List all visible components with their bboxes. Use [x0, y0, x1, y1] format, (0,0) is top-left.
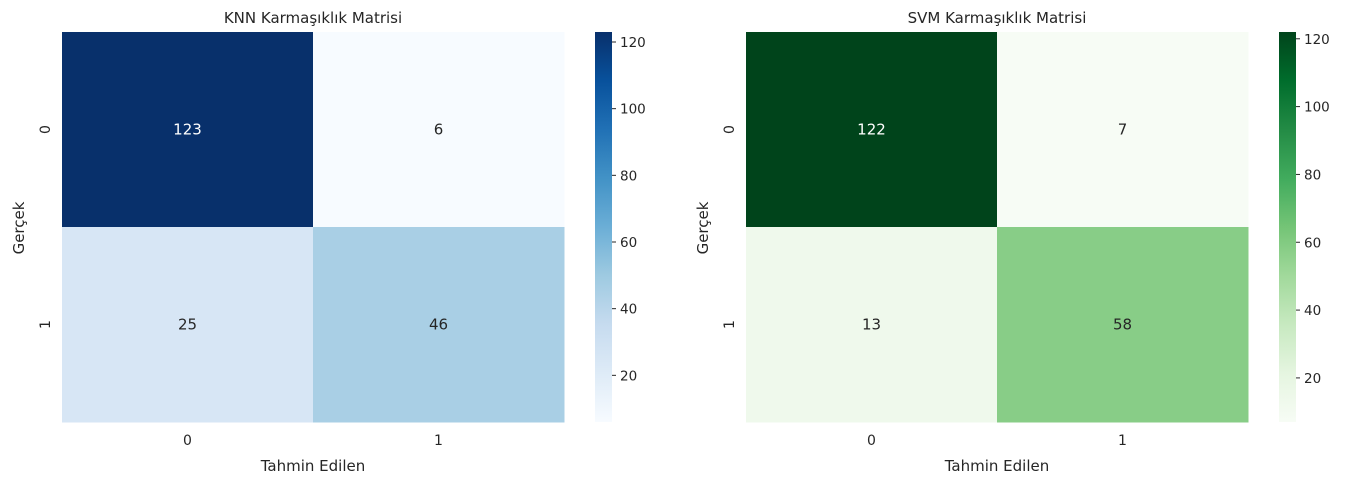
svm-cell-value-r1-c0: 13 [862, 316, 881, 334]
knn-y-tick-0: 0 [38, 125, 54, 134]
svm-cell-r1-c1 [997, 227, 1249, 423]
svm-colorbar-tick-label-2: 60 [1304, 235, 1321, 251]
knn-colorbar: 20 40 60 80 100 120 [595, 32, 646, 422]
svm-chart-title: SVM Karmaşıklık Matrisi [908, 9, 1087, 27]
knn-cell-r1-c1 [313, 227, 565, 423]
knn-cell-value-r1-c1: 46 [429, 316, 448, 334]
knn-y-tick-labels: 01 [38, 125, 54, 329]
knn-colorbar-tick-label-1: 40 [620, 302, 637, 318]
svm-cell-r0-c1 [997, 32, 1249, 228]
knn-y-axis-label: Gerçek [10, 201, 28, 254]
knn-y-tick-1: 1 [38, 320, 54, 329]
knn-cell-r0-c1 [313, 32, 565, 228]
svm-colorbar-tick-label-1: 40 [1304, 303, 1321, 319]
svm-x-tick-1: 1 [1118, 433, 1127, 449]
knn-colorbar-tick-label-4: 100 [620, 102, 646, 118]
knn-colorbar-tick-label-0: 20 [620, 368, 637, 384]
svm-heatmap-cells: 122 7 13 58 [746, 32, 1249, 423]
knn-cell-r1-c0 [62, 227, 314, 423]
knn-x-axis-label: Tahmin Edilen [260, 457, 366, 475]
knn-chart-title: KNN Karmaşıklık Matrisi [224, 9, 402, 27]
svm-cell-value-r0-c0: 122 [857, 121, 886, 139]
svm-colorbar: 20 40 60 80 100 120 [1279, 32, 1330, 422]
svm-colorbar-tick-label-0: 20 [1304, 371, 1321, 387]
knn-cell-value-r1-c0: 25 [178, 316, 197, 334]
knn-colorbar-tick-label-3: 80 [620, 168, 637, 184]
svm-y-tick-labels: 01 [722, 125, 738, 329]
knn-cell-r0-c0 [62, 32, 314, 228]
svm-x-axis-label: Tahmin Edilen [944, 457, 1050, 475]
svm-y-axis-label: Gerçek [694, 201, 712, 254]
svm-cell-r1-c0 [746, 227, 998, 423]
svm-colorbar-tick-label-4: 100 [1304, 100, 1330, 116]
knn-cell-value-r0-c0: 123 [173, 121, 202, 139]
knn-heatmap-cells: 123 6 25 46 [62, 32, 565, 423]
knn-colorbar-gradient [595, 32, 612, 422]
knn-x-tick-0: 0 [183, 433, 192, 449]
svm-y-tick-0: 0 [722, 125, 738, 134]
svm-colorbar-tick-label-3: 80 [1304, 167, 1321, 183]
knn-cell-value-r0-c1: 6 [434, 121, 444, 139]
svm-y-tick-1: 1 [722, 320, 738, 329]
svm-cell-value-r0-c1: 7 [1118, 121, 1128, 139]
svm-cell-r0-c0 [746, 32, 998, 228]
knn-colorbar-tick-label-5: 120 [620, 35, 646, 51]
svm-colorbar-tick-label-5: 120 [1304, 32, 1330, 48]
svm-x-tick-0: 0 [867, 433, 876, 449]
svm-colorbar-gradient [1279, 32, 1296, 422]
knn-colorbar-tick-label-2: 60 [620, 235, 637, 251]
knn-x-tick-1: 1 [434, 433, 443, 449]
svm-cell-value-r1-c1: 58 [1113, 316, 1132, 334]
